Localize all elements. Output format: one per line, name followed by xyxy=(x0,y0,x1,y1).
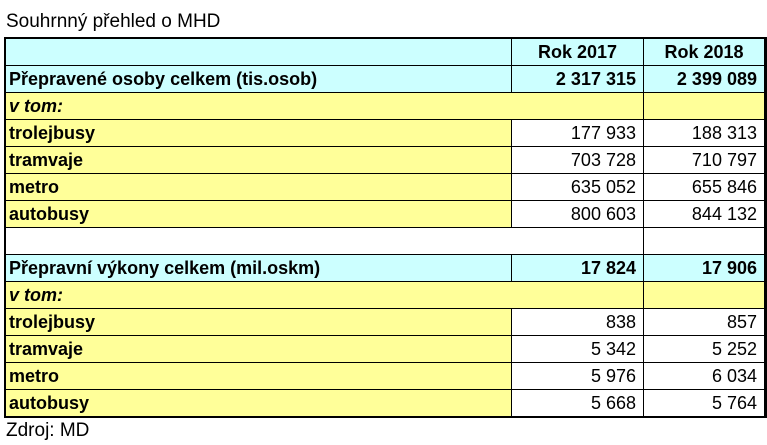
table-row: metro 5 976 6 034 xyxy=(5,362,765,390)
table-row: trolejbusy 838 857 xyxy=(5,308,765,336)
spacer-cell xyxy=(5,227,512,255)
row-value-2018: 188 313 xyxy=(643,119,765,147)
row-value-2017: 800 603 xyxy=(511,200,644,228)
page-title: Souhrnný přehled o MHD xyxy=(6,11,221,32)
row-label: tramvaje xyxy=(5,335,512,363)
subheader-label: v tom: xyxy=(5,281,512,309)
row-value-2018: 710 797 xyxy=(643,146,765,174)
header-blank-cell xyxy=(5,38,512,66)
row-label: autobusy xyxy=(5,200,512,228)
row-value-2018: 6 034 xyxy=(643,362,765,390)
total-performance-2017: 17 824 xyxy=(511,254,644,282)
subheader-blank xyxy=(643,281,765,309)
row-label: metro xyxy=(5,173,512,201)
table-row: tramvaje 703 728 710 797 xyxy=(5,146,765,174)
row-value-2017: 838 xyxy=(511,308,644,336)
summary-table: Rok 2017 Rok 2018 Přepravené osoby celke… xyxy=(5,38,765,417)
subheader-row: v tom: xyxy=(5,92,765,120)
row-value-2017: 5 976 xyxy=(511,362,644,390)
total-performance-2018: 17 906 xyxy=(643,254,765,282)
row-value-2017: 5 668 xyxy=(511,389,644,417)
row-label: autobusy xyxy=(5,389,512,417)
total-passengers-2018: 2 399 089 xyxy=(643,65,765,93)
table-row: autobusy 800 603 844 132 xyxy=(5,200,765,228)
spacer-cell xyxy=(511,227,644,255)
row-value-2017: 703 728 xyxy=(511,146,644,174)
header-row: Rok 2017 Rok 2018 xyxy=(5,38,765,66)
row-value-2018: 655 846 xyxy=(643,173,765,201)
total-passengers-row: Přepravené osoby celkem (tis.osob) 2 317… xyxy=(5,65,765,93)
header-year-2018: Rok 2018 xyxy=(643,38,765,66)
row-value-2017: 177 933 xyxy=(511,119,644,147)
total-performance-row: Přepravní výkony celkem (mil.oskm) 17 82… xyxy=(5,254,765,282)
table-row: autobusy 5 668 5 764 xyxy=(5,389,765,417)
row-label: metro xyxy=(5,362,512,390)
source-note: Zdroj: MD xyxy=(6,420,90,441)
subheader-row: v tom: xyxy=(5,281,765,309)
header-year-2017: Rok 2017 xyxy=(511,38,644,66)
row-value-2017: 5 342 xyxy=(511,335,644,363)
table-row: tramvaje 5 342 5 252 xyxy=(5,335,765,363)
subheader-blank xyxy=(511,281,644,309)
subheader-label: v tom: xyxy=(5,92,512,120)
row-label: tramvaje xyxy=(5,146,512,174)
row-value-2018: 5 252 xyxy=(643,335,765,363)
row-value-2018: 857 xyxy=(643,308,765,336)
spacer-row xyxy=(5,227,765,255)
row-value-2018: 844 132 xyxy=(643,200,765,228)
total-passengers-2017: 2 317 315 xyxy=(511,65,644,93)
subheader-blank xyxy=(511,92,644,120)
row-value-2017: 635 052 xyxy=(511,173,644,201)
row-label: trolejbusy xyxy=(5,119,512,147)
subheader-blank xyxy=(643,92,765,120)
total-performance-label: Přepravní výkony celkem (mil.oskm) xyxy=(5,254,512,282)
row-value-2018: 5 764 xyxy=(643,389,765,417)
total-passengers-label: Přepravené osoby celkem (tis.osob) xyxy=(5,65,512,93)
spacer-cell xyxy=(643,227,765,255)
table-row: metro 635 052 655 846 xyxy=(5,173,765,201)
table-row: trolejbusy 177 933 188 313 xyxy=(5,119,765,147)
row-label: trolejbusy xyxy=(5,308,512,336)
